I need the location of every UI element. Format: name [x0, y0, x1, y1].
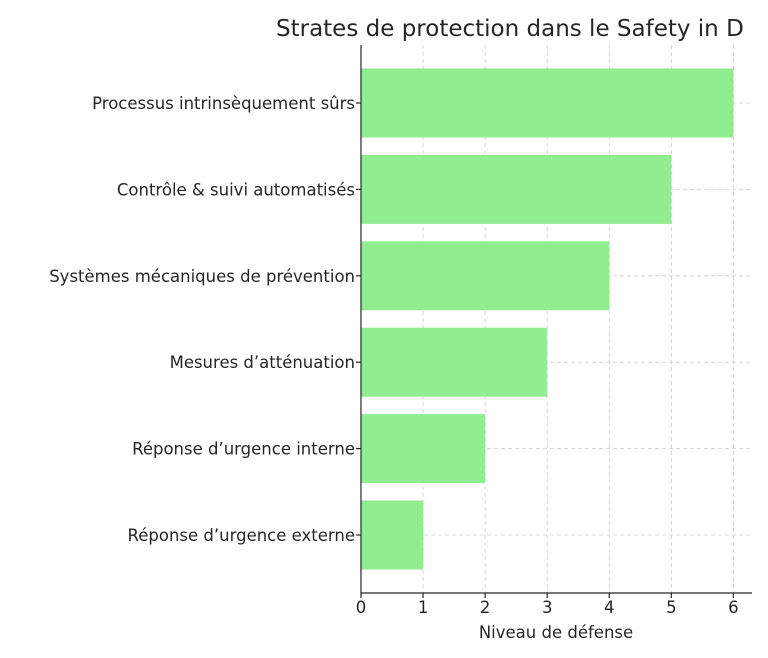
x-axis-label: Niveau de défense	[479, 623, 633, 642]
bar	[361, 154, 672, 224]
category-label: Contrôle & suivi automatisés	[117, 180, 355, 199]
chart-title: Strates de protection dans le Safety in …	[276, 16, 744, 42]
axes	[356, 45, 752, 598]
x-tick-label: 3	[542, 598, 553, 617]
bar	[361, 327, 548, 397]
bars	[361, 68, 734, 570]
x-tick-label: 2	[480, 598, 491, 617]
bar	[361, 241, 610, 311]
bar	[361, 500, 424, 570]
category-label: Processus intrinsèquement sûrs	[92, 94, 355, 113]
category-label: Systèmes mécaniques de prévention	[49, 267, 355, 286]
x-tick-label: 0	[356, 598, 367, 617]
x-tick-labels: 0 1 2 3 4 5 6	[356, 598, 739, 617]
category-labels: Processus intrinsèquement sûrs Contrôle &…	[49, 94, 355, 545]
x-tick-label: 1	[418, 598, 429, 617]
category-label: Réponse d’urgence externe	[128, 526, 355, 545]
bar	[361, 414, 486, 484]
category-label: Réponse d’urgence interne	[132, 440, 355, 459]
x-tick-label: 6	[728, 598, 739, 617]
x-tick-label: 5	[666, 598, 677, 617]
x-tick-label: 4	[604, 598, 615, 617]
bar	[361, 68, 734, 138]
category-label: Mesures d’atténuation	[170, 353, 355, 372]
